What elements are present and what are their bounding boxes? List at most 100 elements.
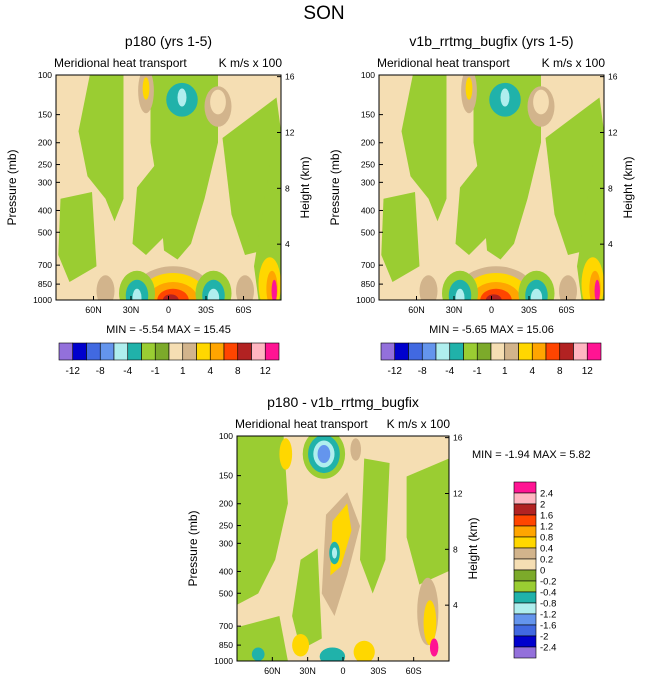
colorbar-swatch: [513, 481, 537, 494]
lat-tick-label: 60S: [558, 305, 574, 315]
panel-2: p180 - v1b_rrtmg_bugfix Meridional heat t…: [186, 394, 591, 676]
pressure-tick-label: 400: [361, 205, 375, 215]
colorbar-swatch: [513, 547, 537, 560]
colorbar-swatch: [58, 342, 74, 361]
colorbar-swatch: [513, 569, 537, 582]
pressure-tick-label: 500: [38, 227, 52, 237]
minmax-stats: MIN = -5.65 MAX = 15.06: [429, 324, 554, 336]
colorbar-swatch: [237, 342, 252, 361]
colorbar-label: 4: [207, 366, 213, 377]
pressure-tick-label: 100: [219, 431, 233, 441]
colorbar-left: -12 -8 -4 -1 1 4 8 12: [58, 342, 280, 377]
colorbar-swatch: [154, 342, 170, 361]
pressure-tick-label: 1000: [214, 656, 233, 666]
colorbar-swatch: [513, 536, 537, 549]
pressure-tick-label: 1000: [356, 295, 375, 305]
field-contour: [251, 647, 265, 661]
lat-tick-label: 60N: [408, 305, 425, 315]
field-contour: [455, 288, 465, 300]
field-green-band: [473, 75, 541, 260]
field-contour: [559, 275, 577, 300]
colorbar-swatch: [435, 342, 451, 361]
lat-tick-label: 0: [166, 305, 171, 315]
field-contour: [350, 438, 362, 461]
colorbar-swatch: [421, 342, 437, 361]
field-green-band: [406, 458, 449, 585]
colorbar-label: 4: [529, 366, 535, 377]
field-contour: [423, 600, 437, 646]
colorbar-label: 0: [540, 566, 545, 577]
colorbar-swatch: [513, 492, 537, 505]
colorbar-swatch: [196, 342, 211, 361]
colorbar-swatch: [513, 525, 537, 538]
pressure-tick-label: 850: [38, 279, 52, 289]
field-contour: [210, 89, 226, 115]
colorbar-swatch: [513, 613, 537, 626]
colorbar-swatch: [99, 342, 115, 361]
pressure-tick-label: 700: [361, 260, 375, 270]
height-tick-label: 12: [453, 488, 463, 498]
contour-field: [56, 75, 281, 300]
lat-tick-label: 30N: [446, 305, 463, 315]
pressure-tick-label: 850: [219, 640, 233, 650]
colorbar-swatch: [513, 503, 537, 516]
pressure-tick-label: 700: [38, 260, 52, 270]
field-green-band: [58, 192, 97, 282]
height-tick-label: 12: [608, 127, 618, 137]
lat-tick-label: 30S: [521, 305, 537, 315]
colorbar-diff: 2.421.61.20.80.40.20-0.2-0.4-0.8-1.2-1.6…: [513, 481, 556, 659]
pressure-tick-label: 150: [361, 110, 375, 120]
colorbar-label: -0.4: [540, 588, 556, 599]
field-green-band: [150, 75, 218, 260]
pressure-tick-label: 400: [38, 205, 52, 215]
field-contour: [419, 275, 438, 300]
pressure-tick-label: 500: [361, 227, 375, 237]
height-tick-label: 8: [285, 183, 290, 193]
colorbar-swatch: [513, 514, 537, 527]
height-tick-label: 12: [285, 127, 295, 137]
field-contour: [279, 438, 293, 470]
height-tick-label: 16: [453, 433, 463, 443]
colorbar-swatch: [251, 342, 266, 361]
pressure-tick-label: 700: [219, 621, 233, 631]
colorbar-swatch: [513, 558, 537, 571]
colorbar-swatch: [72, 342, 87, 361]
field-contour: [429, 638, 439, 657]
colorbar-label: 1: [502, 366, 508, 377]
colorbar-label: -1: [151, 366, 160, 377]
panel-1: v1b_rrtmg_bugfix (yrs 1-5) Meridional hea…: [328, 33, 635, 336]
colorbar-swatch: [513, 580, 537, 593]
field-contour: [236, 275, 254, 300]
colorbar-swatch: [463, 342, 478, 361]
pressure-tick-label: 150: [219, 471, 233, 481]
panel-subtitle-left: Meridional heat transport: [377, 56, 510, 70]
colorbar-label: -4: [123, 366, 132, 377]
field-green-band: [455, 165, 492, 255]
colorbar-label: 0.4: [540, 544, 553, 555]
pressure-tick-label: 200: [219, 499, 233, 509]
colorbar-label: -0.8: [540, 599, 556, 610]
colorbar-swatch: [513, 624, 537, 637]
field-contour: [317, 445, 331, 463]
colorbar-label: 2: [540, 500, 545, 511]
pressure-tick-label: 1000: [33, 295, 52, 305]
contour-field: [237, 436, 449, 661]
colorbar-swatch: [223, 342, 239, 361]
colorbar-swatch: [209, 342, 225, 361]
panel-subtitle-right: K m/s x 100: [219, 56, 283, 70]
lat-tick-label: 0: [489, 305, 494, 315]
contour-field: [379, 75, 604, 300]
field-contour: [353, 640, 375, 661]
height-tick-label: 16: [608, 72, 618, 82]
lat-tick-label: 0: [340, 666, 345, 676]
field-contour: [142, 77, 150, 100]
pressure-tick-label: 250: [361, 160, 375, 170]
colorbar-label: 8: [557, 366, 563, 377]
colorbar-label: 8: [235, 366, 241, 377]
field-contour: [319, 647, 346, 661]
field-contour: [594, 279, 600, 300]
colorbar-label: 12: [260, 366, 272, 377]
colorbar-swatch: [476, 342, 492, 361]
colorbar-right: -12 -8 -4 -1 1 4 8 12: [380, 342, 602, 377]
